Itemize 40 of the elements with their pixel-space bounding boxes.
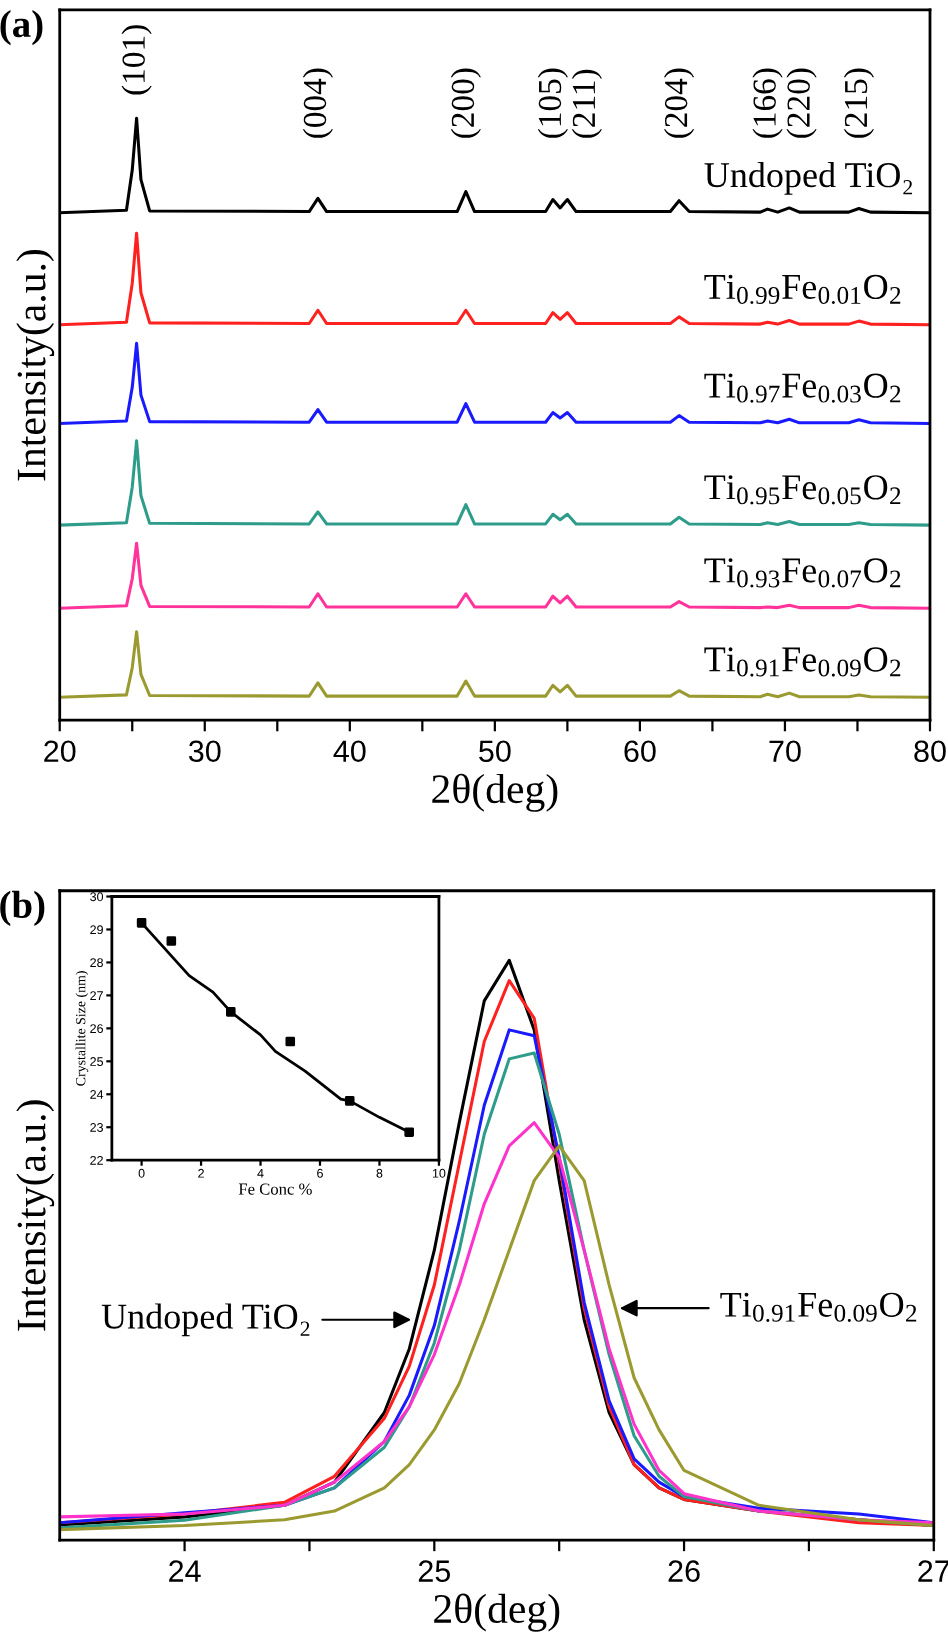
x-tick-label: 26	[668, 1560, 700, 1582]
x-tick-label: 60	[624, 740, 656, 763]
series-label: Ti$_{0.95}$Fe$_{0.05}$O$_{2}$	[704, 475, 901, 505]
x-tick-label: 25	[418, 1560, 451, 1582]
series-label: Ti$_{0.97}$Fe$_{0.03}$O$_{2}$	[704, 373, 901, 403]
point	[136, 918, 147, 928]
annotation: (101)	[121, 25, 152, 95]
annotation: (211)	[571, 69, 602, 138]
point	[344, 1096, 355, 1106]
x-tick-label: 24	[169, 1560, 201, 1582]
annotation: (166)	[752, 68, 783, 138]
annotation: (004)	[302, 68, 334, 138]
series-label: Ti$_{0.99}$Fe$_{0.01}$O$_{2}$	[704, 274, 901, 304]
x-tick-label: 80	[914, 740, 946, 763]
x-tick-label: 40	[333, 740, 366, 763]
annotation: Undoped TiO₂	[101, 1303, 310, 1337]
x-tick-label: 20	[44, 740, 76, 763]
y-axis-title: Intensity(a.u.)	[16, 250, 55, 481]
x-tick-label: 30	[188, 740, 221, 763]
annotation: Ti$_{0.91}$Fe$_{0.09}$O$_{2}$	[720, 1292, 917, 1322]
point	[226, 1007, 236, 1017]
x-axis-title: 2θ(deg)	[432, 773, 558, 812]
point	[404, 1127, 414, 1137]
annotation: (200)	[450, 68, 481, 138]
annotation: (204)	[663, 68, 695, 138]
x-axis-title: Fe Conc %	[238, 1183, 312, 1195]
chart-title: (a)	[0, 9, 43, 46]
series-label: Ti$_{0.93}$Fe$_{0.07}$O$_{2}$	[704, 558, 901, 588]
point	[166, 936, 177, 946]
point	[285, 1036, 296, 1047]
y-axis-title: Intensity(a.u.)	[16, 1100, 55, 1331]
annotation: (220)	[786, 68, 817, 138]
chart-title: (b)	[0, 890, 45, 927]
series-label: Undoped TiO₂	[704, 161, 913, 195]
annotation: (105)	[537, 68, 568, 138]
annotation: (215)	[843, 68, 875, 138]
x-tick-label: 70	[769, 740, 801, 763]
series-label: Ti$_{0.91}$Fe$_{0.09}$O$_{2}$	[704, 647, 901, 677]
x-axis-title: 2θ(deg)	[434, 1593, 560, 1632]
x-tick-label: 50	[479, 740, 511, 763]
